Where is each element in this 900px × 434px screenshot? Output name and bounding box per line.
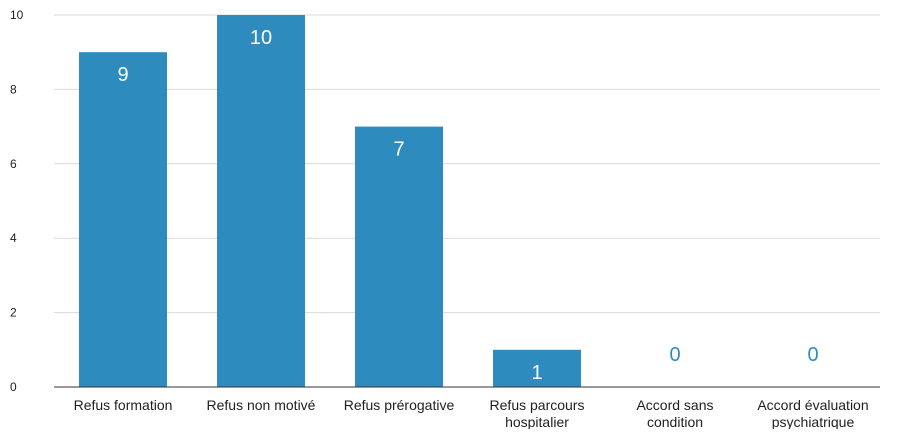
y-tick-label: 0 xyxy=(10,380,17,394)
x-category-label: Accord sans xyxy=(636,397,713,413)
x-category-label: hospitalier xyxy=(505,414,569,429)
y-tick-label: 8 xyxy=(10,82,17,96)
bar xyxy=(355,126,443,387)
x-category-label: Refus formation xyxy=(74,397,173,413)
data-label: 9 xyxy=(117,64,128,86)
bars xyxy=(79,15,581,387)
data-label: 10 xyxy=(250,27,272,49)
y-tick-label: 6 xyxy=(10,157,17,171)
x-category-label: Refus non motivé xyxy=(207,397,316,413)
data-label: 0 xyxy=(807,344,818,366)
y-axis-ticks: 0 2 4 6 8 10 xyxy=(10,8,24,394)
data-label: 1 xyxy=(531,362,542,384)
x-category-label: Refus prérogative xyxy=(344,397,455,413)
data-label: 7 xyxy=(393,139,404,161)
y-tick-label: 2 xyxy=(10,306,17,320)
bar xyxy=(493,349,581,387)
gridlines xyxy=(54,14,880,314)
x-category-label: Refus parcours xyxy=(490,397,585,413)
x-category-label: Accord évaluation xyxy=(757,397,868,413)
x-category-label: condition xyxy=(647,414,703,429)
y-tick-label: 10 xyxy=(10,8,24,22)
bar xyxy=(79,52,167,387)
bar xyxy=(217,15,305,387)
x-category-label: psychiatrique xyxy=(772,414,855,429)
x-axis-categories: Refus formation Refus non motivé Refus pré… xyxy=(74,397,869,430)
data-label: 0 xyxy=(669,344,680,366)
y-tick-label: 4 xyxy=(10,231,17,245)
